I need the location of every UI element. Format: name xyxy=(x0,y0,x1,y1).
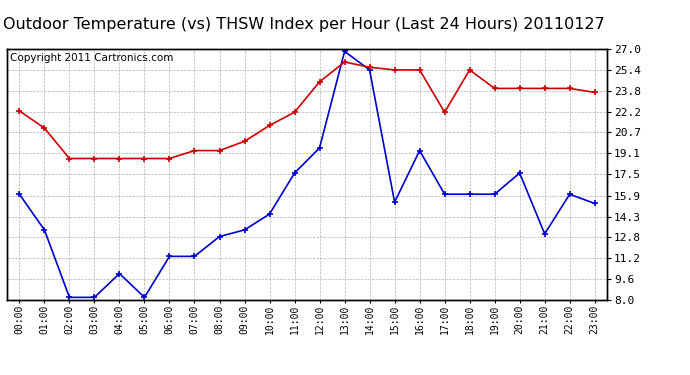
Text: Outdoor Temperature (vs) THSW Index per Hour (Last 24 Hours) 20110127: Outdoor Temperature (vs) THSW Index per … xyxy=(3,17,604,32)
Text: Copyright 2011 Cartronics.com: Copyright 2011 Cartronics.com xyxy=(10,53,173,63)
